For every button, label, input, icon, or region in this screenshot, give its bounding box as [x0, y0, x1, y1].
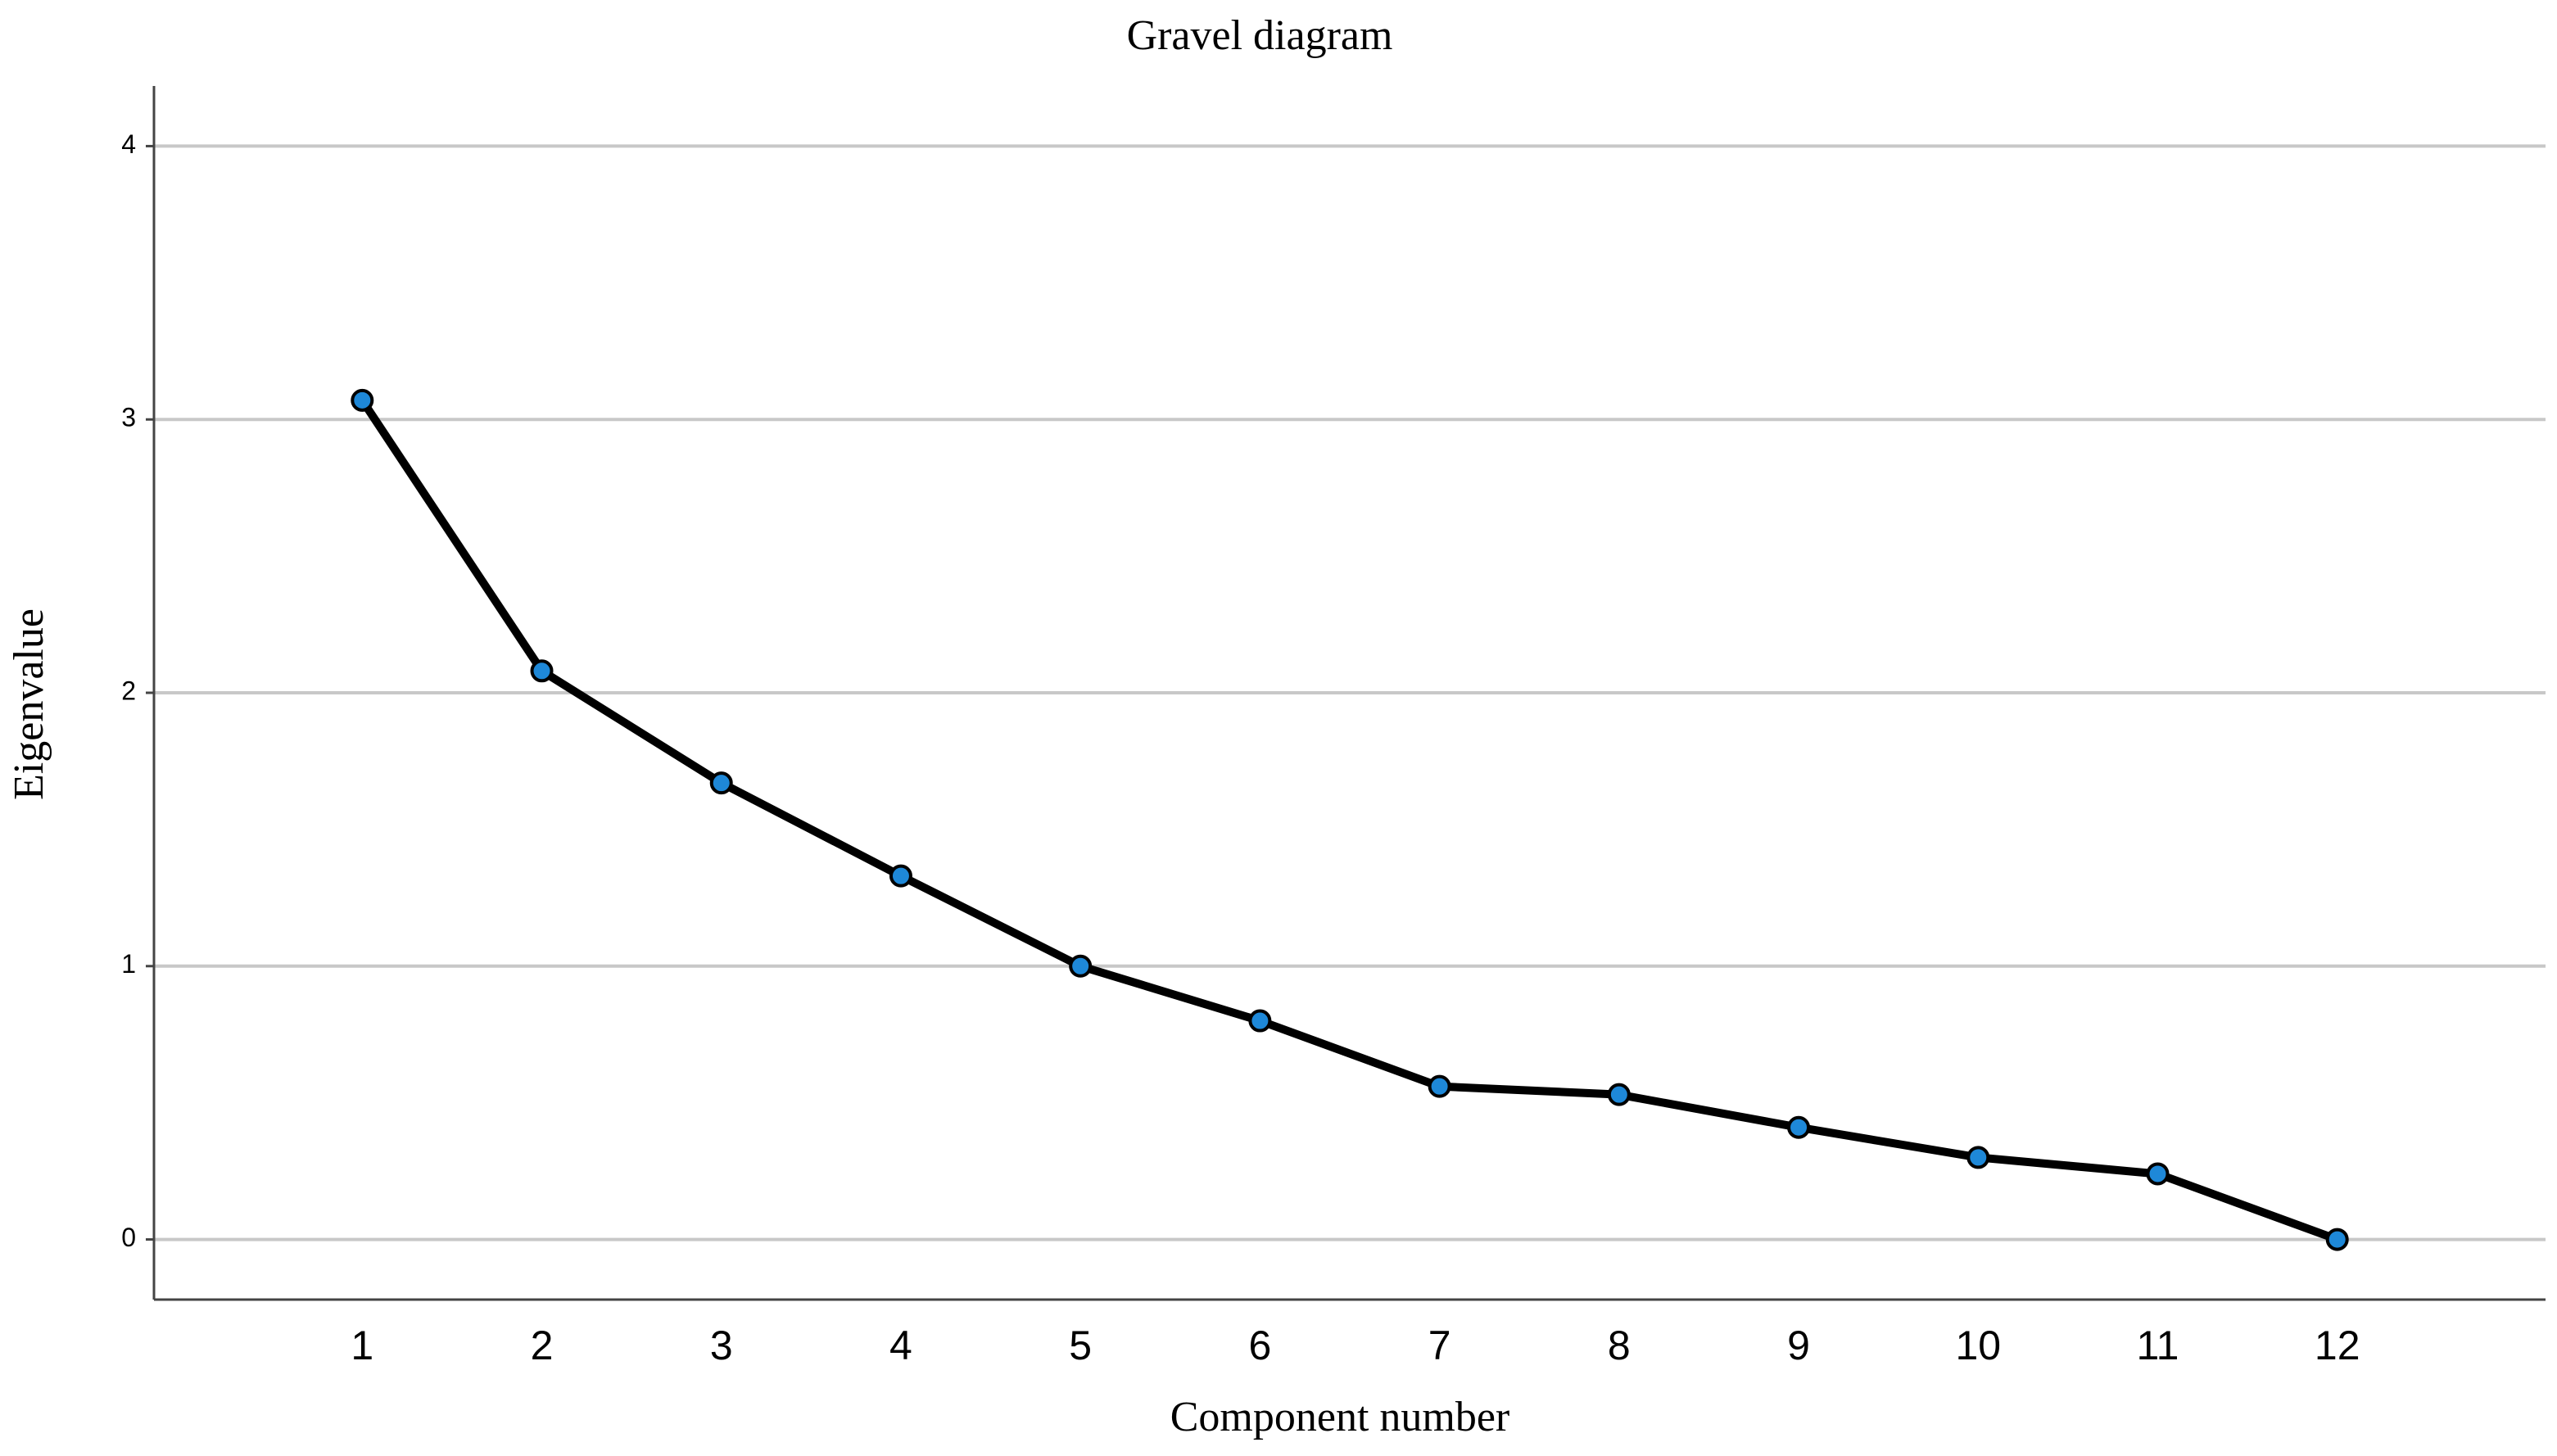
data-point	[709, 771, 733, 795]
y-tick-label: 1	[121, 949, 136, 979]
x-tick-label: 5	[1069, 1323, 1092, 1368]
y-tick-label: 4	[121, 129, 136, 159]
data-point	[1966, 1146, 1990, 1169]
data-point	[1248, 1009, 1272, 1033]
data-point	[2146, 1162, 2170, 1186]
x-tick-label: 1	[351, 1323, 373, 1368]
data-point	[1607, 1083, 1631, 1106]
chart-title: Gravel diagram	[1127, 12, 1393, 59]
y-axis-label: Eigenvalue	[6, 608, 52, 800]
data-line	[359, 398, 2339, 1244]
x-tick-label: 12	[2315, 1323, 2360, 1368]
data-point	[1069, 954, 1093, 978]
y-tick-label: 3	[121, 403, 136, 432]
x-tick-label: 10	[1955, 1323, 2001, 1368]
data-point	[530, 659, 554, 683]
data-point	[2325, 1228, 2349, 1251]
data-point	[1787, 1115, 1811, 1139]
x-tick-label: 6	[1248, 1323, 1271, 1368]
x-axis-label: Component number	[1170, 1394, 1510, 1440]
x-tick-label: 2	[531, 1323, 554, 1368]
x-tick-label: 3	[710, 1323, 733, 1368]
x-tick-label: 11	[2137, 1323, 2179, 1368]
data-point	[351, 388, 374, 412]
x-tick-label: 7	[1428, 1323, 1451, 1368]
data-point	[1428, 1074, 1451, 1098]
data-point	[889, 864, 912, 888]
x-tick-label: 9	[1787, 1323, 1810, 1368]
x-tick-label: 8	[1608, 1323, 1631, 1368]
y-tick-label: 2	[121, 676, 136, 705]
x-tick-label: 4	[889, 1323, 912, 1368]
y-tick-label: 0	[121, 1223, 136, 1252]
